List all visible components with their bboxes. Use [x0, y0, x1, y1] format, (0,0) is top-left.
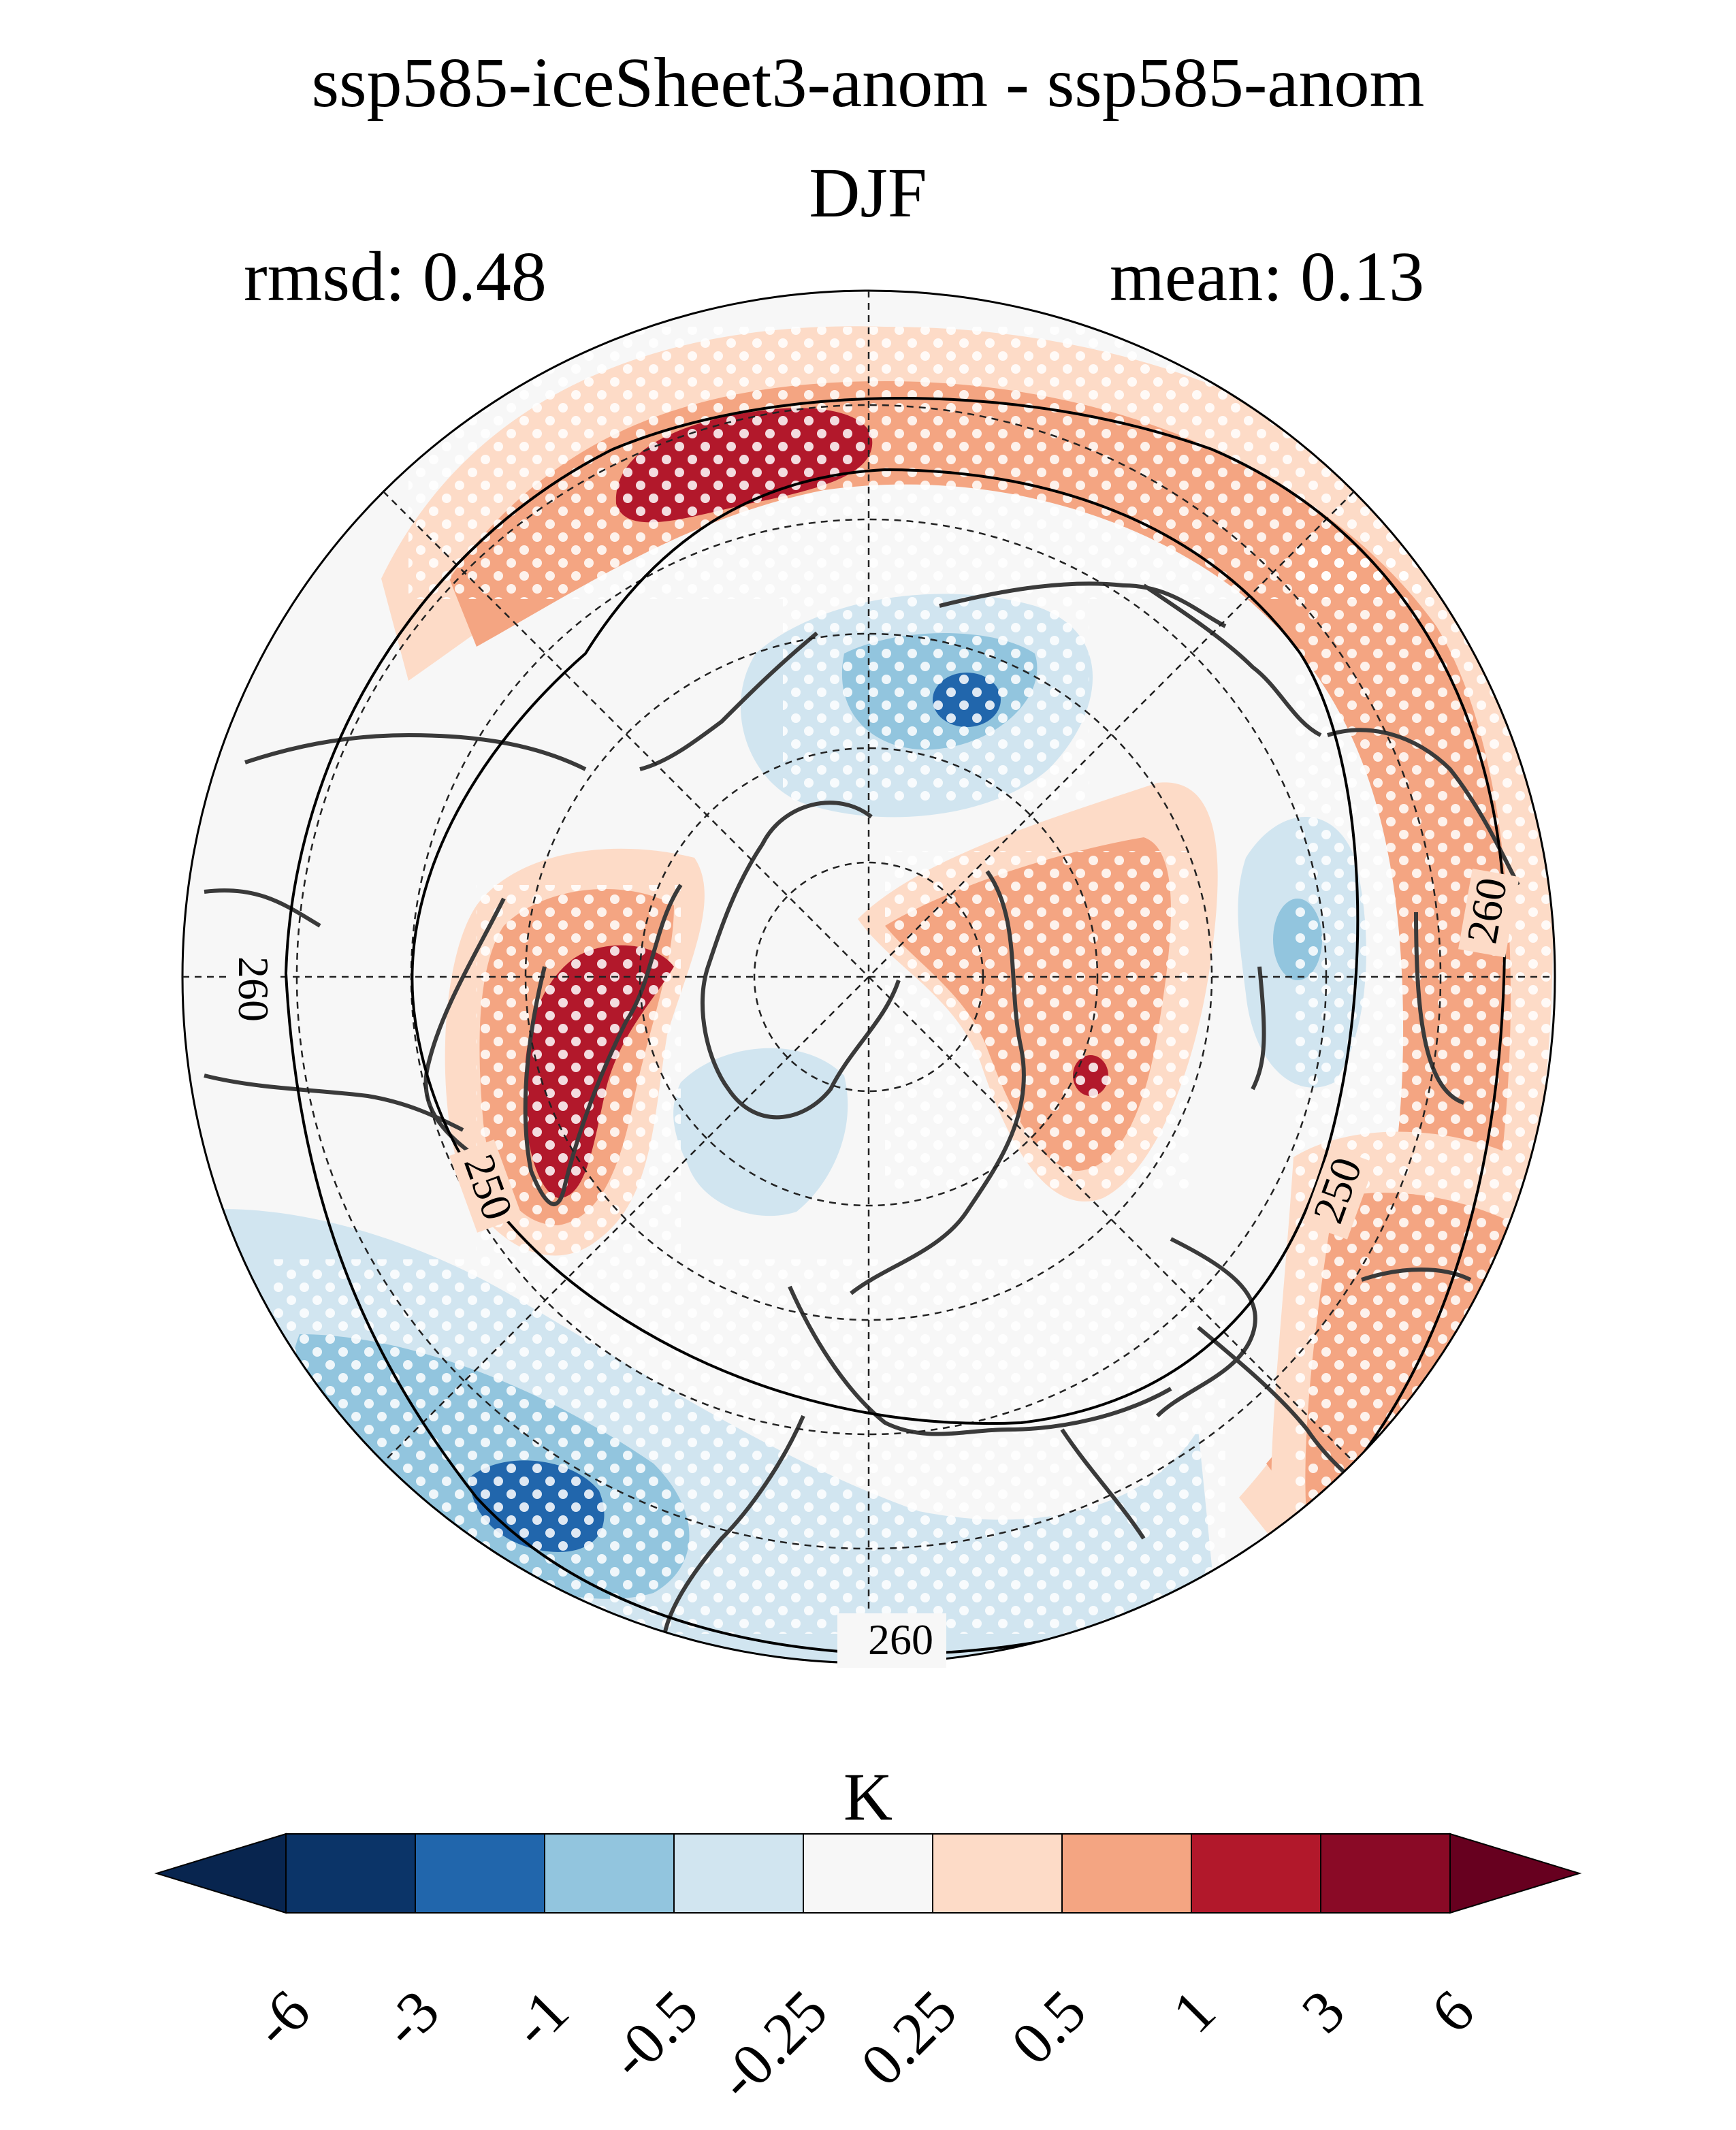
colorbar-segment: [932, 1833, 1063, 1914]
contour-260: [284, 397, 1507, 1656]
figure-title: ssp585-iceSheet3-anom - ssp585-anom: [311, 44, 1425, 122]
colorbar-tick-label: 1: [1160, 1978, 1228, 2046]
season-label: DJF: [809, 154, 927, 232]
contour-label: 260: [868, 1615, 933, 1664]
colorbar-segment: [1191, 1833, 1321, 1914]
stippling-europe: [783, 599, 1089, 803]
colorbar-segment: [544, 1833, 675, 1914]
colorbar-tick-label: -6: [241, 1978, 323, 2060]
colorbar-tick-labels: -6 -3 -1 -0.5-0.25 0.25 0.5 1 3 6: [241, 1978, 1487, 2113]
colorbar-segments: [154, 1833, 1582, 1914]
stippling-siberia: [885, 851, 1191, 1191]
climatology-contours: [284, 397, 1507, 1656]
colorbar-segment: [803, 1833, 933, 1914]
colorbar-tick-label: 0.5: [999, 1978, 1099, 2078]
colorbar-segment: [1061, 1833, 1192, 1914]
colorbar-extend-low: [154, 1833, 287, 1914]
colorbar-tick-label: 0.25: [849, 1978, 969, 2099]
colorbar-tick-label: -1: [500, 1978, 581, 2060]
contour-label: 260: [1458, 874, 1517, 947]
colorbar-segment: [673, 1833, 804, 1914]
colorbar-segment: [415, 1833, 545, 1914]
contour-250: [411, 468, 1360, 1425]
contour-label: 260: [229, 956, 278, 1022]
colorbar-tick-label: -3: [370, 1978, 452, 2060]
cold-anomaly-arctic: [673, 1048, 848, 1216]
colorbar-tick-label: 3: [1289, 1978, 1357, 2046]
colorbar-tick-label: -0.5: [597, 1978, 711, 2092]
colorbar-segment: [285, 1833, 416, 1914]
rmsd-value: rmsd: 0.48: [244, 238, 547, 316]
colorbar-extend-high: [1449, 1833, 1582, 1914]
colorbar-units: K: [843, 1759, 893, 1835]
mean-value: mean: 0.13: [1110, 238, 1425, 316]
colorbar-segment: [1320, 1833, 1451, 1914]
colorbar-tick-label: 6: [1419, 1978, 1487, 2046]
colorbar-tick-label: -0.25: [705, 1978, 840, 2113]
polar-map: 260 260 260 250 250: [181, 289, 1556, 1668]
contour-label-group: 260 260 260 250 250: [227, 869, 1520, 1668]
